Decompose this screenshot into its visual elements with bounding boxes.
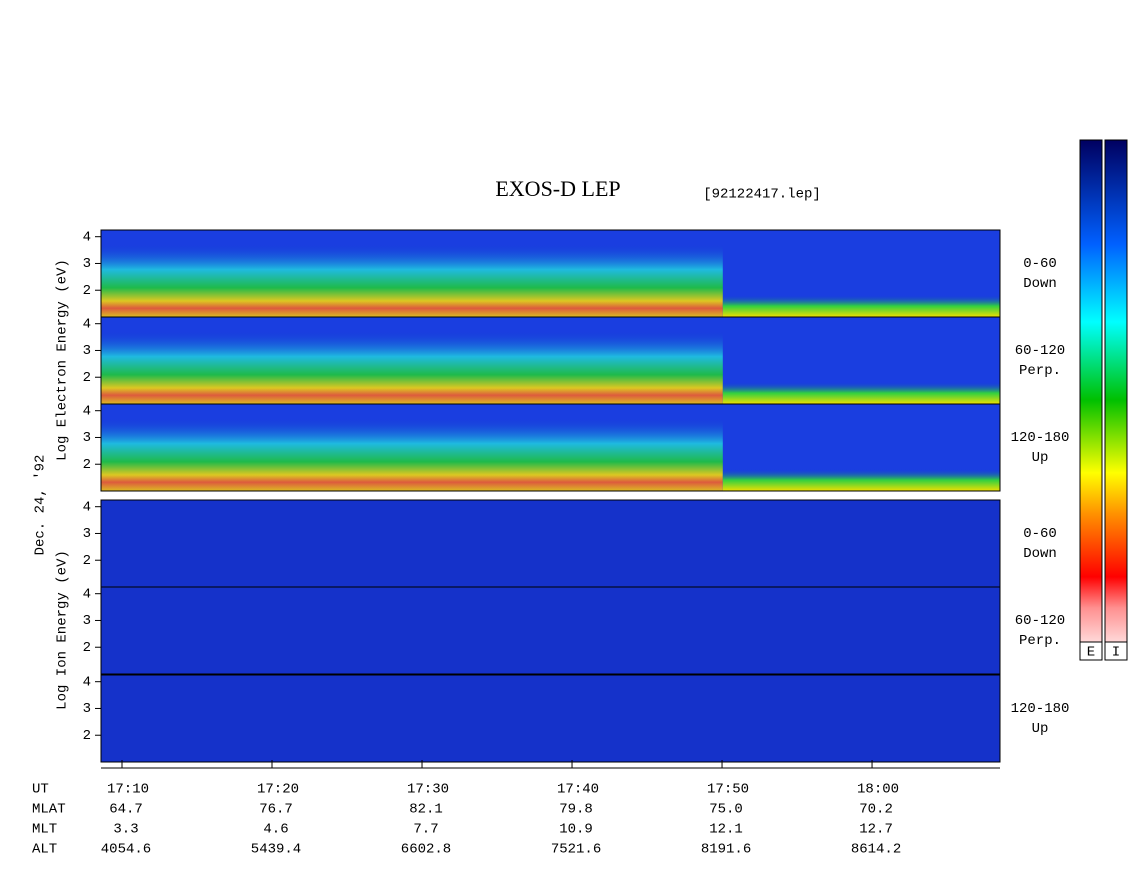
color-bar-label-box	[1079, 641, 1103, 661]
row-label: MLAT	[32, 802, 66, 818]
angle-label: 60-120	[1015, 613, 1065, 629]
ephemeris-value: 64.7	[109, 802, 143, 818]
row-label: ALT	[32, 842, 57, 858]
direction-label: Perp.	[1019, 363, 1061, 379]
panels: 2 3 4 0-60 Down 2 3 4 60-120 Perp. 2 3 4 120-180 Up 2 3 4…	[83, 229, 1070, 763]
ephemeris-value: 3.3	[113, 822, 138, 838]
ephemeris-value: 5439.4	[251, 842, 301, 858]
y-tick-label: 3	[83, 613, 91, 629]
ephemeris-value: 75.0	[709, 802, 743, 818]
ephemeris-value: 4.6	[263, 822, 288, 838]
date-label: Dec. 24, '92	[33, 455, 49, 556]
ephemeris-value: 82.1	[409, 802, 443, 818]
flux-band	[101, 418, 723, 491]
x-tick-label: 17:20	[257, 782, 299, 798]
color-bar	[1079, 139, 1103, 661]
angle-label: 0-60	[1023, 526, 1057, 542]
ephemeris-value: 6602.8	[401, 842, 451, 858]
spectrogram-panel	[101, 675, 1000, 762]
y-tick-label: 4	[83, 499, 91, 515]
ephemeris-value: 4054.6	[101, 842, 151, 858]
angle-label: 60-120	[1015, 343, 1065, 359]
row-label: MLT	[32, 822, 57, 838]
y-tick-label: 2	[83, 728, 91, 744]
angle-label: 120-180	[1011, 430, 1070, 446]
color-bar-label: I	[1112, 645, 1120, 661]
flux-band	[101, 331, 723, 404]
spectrogram-panel	[101, 587, 1000, 674]
chart-title: EXOS-D LEP	[495, 176, 620, 201]
y-tick-label: 3	[83, 430, 91, 446]
direction-label: Down	[1023, 546, 1057, 562]
y-axis-label: Log Ion Energy (eV)	[55, 550, 71, 710]
flux-band	[722, 295, 1000, 317]
ephemeris-value: 7.7	[413, 822, 438, 838]
ephemeris-value: 76.7	[259, 802, 293, 818]
angle-label: 0-60	[1023, 256, 1057, 272]
y-tick-label: 4	[83, 586, 91, 602]
direction-label: Up	[1032, 450, 1049, 466]
spectrogram-panel	[101, 500, 1000, 587]
x-tick-label: 17:10	[107, 782, 149, 798]
x-tick-label: 17:50	[707, 782, 749, 798]
y-tick-label: 2	[83, 553, 91, 569]
x-tick-label: 17:40	[557, 782, 599, 798]
ephemeris-value: 7521.6	[551, 842, 601, 858]
y-tick-label: 3	[83, 701, 91, 717]
panel-border	[100, 586, 1001, 675]
y-tick-label: 4	[83, 674, 91, 690]
flux-band	[101, 675, 1000, 762]
flux-band	[101, 587, 1000, 674]
ephemeris-value: 79.8	[559, 802, 593, 818]
direction-label: Perp.	[1019, 633, 1061, 649]
flux-band	[722, 469, 1000, 491]
ephemeris-value: 70.2	[859, 802, 893, 818]
file-name: [92122417.lep]	[703, 187, 821, 203]
ephemeris-value: 12.7	[859, 822, 893, 838]
flux-band	[101, 244, 723, 317]
ephemeris-value: 12.1	[709, 822, 743, 838]
y-tick-label: 2	[83, 640, 91, 656]
y-tick-label: 3	[83, 256, 91, 272]
color-bar-label: E	[1087, 645, 1095, 661]
y-tick-label: 4	[83, 403, 91, 419]
row-label: UT	[32, 782, 49, 798]
y-axis-label: Log Electron Energy (eV)	[55, 259, 71, 461]
x-tick-label: 18:00	[857, 782, 899, 798]
y-tick-label: 2	[83, 283, 91, 299]
y-tick-label: 4	[83, 229, 91, 245]
panel-border	[100, 403, 1001, 492]
y-tick-label: 3	[83, 343, 91, 359]
flux-band	[722, 382, 1000, 404]
angle-label: 120-180	[1011, 701, 1070, 717]
direction-label: Up	[1032, 721, 1049, 737]
color-bar-label-box	[1104, 641, 1128, 661]
ephemeris-value: 8191.6	[701, 842, 751, 858]
y-tick-label: 2	[83, 457, 91, 473]
ephemeris-value: 10.9	[559, 822, 593, 838]
panel-border	[100, 674, 1001, 763]
color-bar	[1104, 139, 1128, 661]
ephemeris-value: 8614.2	[851, 842, 901, 858]
direction-label: Down	[1023, 276, 1057, 292]
x-tick-label: 17:30	[407, 782, 449, 798]
y-tick-label: 2	[83, 370, 91, 386]
y-tick-label: 3	[83, 526, 91, 542]
flux-band	[101, 500, 1000, 587]
y-tick-label: 4	[83, 316, 91, 332]
